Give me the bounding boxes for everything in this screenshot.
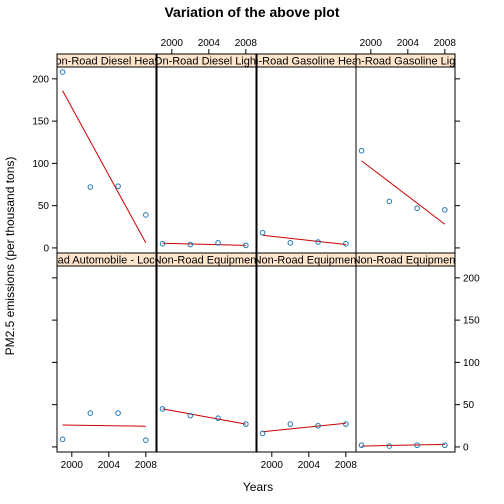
fit-line [262, 422, 346, 433]
data-point [143, 212, 149, 218]
panel-2: On-Road Diesel Light [154, 53, 259, 254]
strip-label: On-Road Gasoline Light [346, 56, 464, 68]
x-tick-label: 2008 [434, 38, 457, 49]
data-point [287, 240, 294, 246]
data-point [215, 240, 221, 246]
y-tick-label: 200 [463, 273, 480, 284]
y-tick-label: 0 [463, 442, 469, 453]
y-tick-label: 150 [463, 316, 480, 327]
data-point [87, 184, 94, 190]
data-point [315, 422, 321, 429]
y-tick-label: 50 [38, 201, 50, 212]
x-tick-label: 2000 [360, 38, 383, 49]
data-point [259, 430, 266, 437]
data-point [358, 147, 365, 154]
strip-label: On-Road Gasoline Heavy [244, 56, 370, 68]
y-tick-label: 100 [32, 159, 49, 170]
data-point [115, 183, 121, 190]
data-point [59, 69, 66, 75]
data-point [187, 241, 194, 248]
data-point [287, 421, 294, 427]
fit-line [361, 443, 445, 447]
data-point [243, 242, 249, 249]
strip-label: On-Road Diesel Light [154, 56, 259, 68]
data-point [386, 443, 393, 449]
panel-border [355, 265, 456, 453]
x-tick-label: 2000 [261, 460, 284, 471]
data-point [159, 406, 166, 412]
strip-label: Non-Road Diesel Heavy [48, 56, 166, 68]
data-point [115, 410, 121, 416]
data-point [414, 205, 420, 211]
data-point [143, 437, 149, 443]
panel-border [156, 265, 257, 453]
data-point [442, 442, 448, 449]
x-axis-label: Years [243, 480, 273, 494]
strip-label: Non-Road Automobile - Locomotive [20, 255, 194, 267]
data-point [343, 421, 349, 427]
y-tick-label: 100 [463, 358, 480, 369]
x-tick-label: 2004 [298, 460, 321, 471]
panel-5: Non-Road Automobile - Locomotive [20, 252, 194, 453]
data-point [59, 436, 66, 443]
y-tick-label: 200 [32, 74, 49, 85]
strip-label: Non-Road Equipment [254, 255, 360, 267]
x-tick-label: 2008 [235, 38, 258, 49]
panel-1: Non-Road Diesel Heavy [48, 53, 166, 254]
fit-line [361, 160, 446, 225]
data-point [358, 442, 365, 449]
panel-3: On-Road Gasoline Heavy [244, 53, 370, 254]
x-tick-label: 2008 [135, 460, 158, 471]
data-point [414, 442, 420, 449]
data-point [315, 239, 321, 245]
y-tick-label: 0 [43, 243, 49, 254]
data-point [442, 207, 448, 213]
data-point [159, 240, 166, 247]
panel-4: On-Road Gasoline Light [346, 53, 464, 254]
data-point [343, 240, 349, 247]
panel-border [56, 66, 157, 254]
data-point [187, 412, 194, 419]
data-point [87, 410, 94, 416]
data-point [386, 198, 393, 205]
fit-line [62, 90, 147, 244]
panel-border [256, 66, 357, 254]
fit-line [162, 408, 246, 425]
data-point [215, 415, 221, 421]
chart-title: Variation of the above plot [164, 4, 339, 20]
x-tick-label: 2004 [397, 38, 420, 49]
strip-label: Non-Road Equipment [353, 255, 459, 267]
x-tick-label: 2008 [335, 460, 358, 471]
y-axis-label: PM2.5 emissions (per thousand tons) [3, 157, 17, 356]
panel-6: Non-Road Equipment [154, 252, 260, 453]
panel-border [56, 265, 157, 453]
fit-line [262, 234, 346, 246]
data-point [243, 421, 249, 427]
outer-frame [56, 53, 456, 453]
x-tick-label: 2000 [61, 460, 84, 471]
fit-line [162, 242, 246, 246]
panel-border [156, 66, 257, 254]
y-tick-label: 50 [463, 400, 475, 411]
data-point [259, 229, 266, 236]
strip-label: Non-Road Equipment [154, 255, 260, 267]
panel-8: Non-Road Equipment [353, 252, 459, 453]
x-tick-label: 2000 [161, 38, 184, 49]
fit-line [62, 424, 146, 427]
x-tick-label: 2004 [98, 460, 121, 471]
panel-7: Non-Road Equipment [254, 252, 360, 453]
y-tick-label: 150 [32, 117, 49, 128]
panel-border [355, 66, 456, 254]
x-tick-label: 2004 [198, 38, 221, 49]
